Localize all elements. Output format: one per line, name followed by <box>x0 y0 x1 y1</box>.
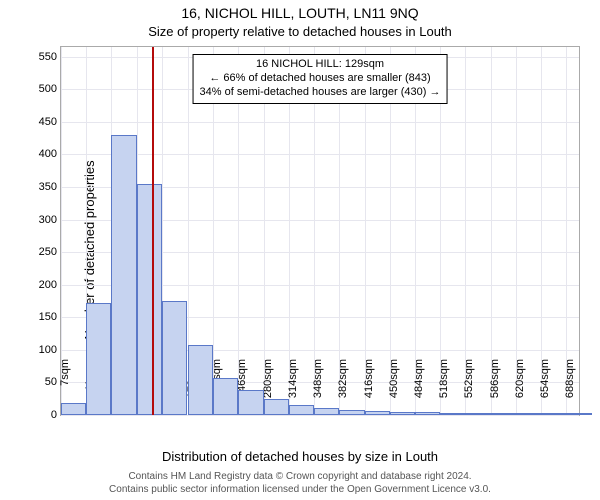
x-axis-label: Distribution of detached houses by size … <box>0 449 600 464</box>
y-tick-label: 500 <box>39 83 61 95</box>
plot-area: 0501001502002503003504004505005507sqm41s… <box>60 46 580 416</box>
histogram-bar <box>61 403 86 415</box>
chart-root: 16, NICHOL HILL, LOUTH, LN11 9NQ Size of… <box>0 0 600 500</box>
histogram-bar <box>289 405 314 415</box>
histogram-bar <box>465 413 490 415</box>
y-tick-label: 100 <box>39 344 61 356</box>
y-tick-label: 400 <box>39 148 61 160</box>
y-tick-label: 550 <box>39 51 61 63</box>
y-tick-label: 250 <box>39 246 61 258</box>
y-tick-label: 150 <box>39 311 61 323</box>
marker-line <box>152 47 154 415</box>
histogram-bar <box>238 390 263 415</box>
histogram-bar <box>188 345 213 415</box>
gridline-horizontal <box>61 122 579 123</box>
chart-subtitle: Size of property relative to detached ho… <box>0 24 600 39</box>
histogram-bar <box>541 413 566 415</box>
histogram-bar <box>111 135 136 415</box>
x-tick-label: 586sqm <box>489 359 501 419</box>
y-tick-label: 200 <box>39 279 61 291</box>
histogram-bar <box>314 408 339 415</box>
histogram-bar <box>415 412 440 415</box>
histogram-bar <box>137 184 162 415</box>
histogram-bar <box>491 413 516 415</box>
x-tick-label: 620sqm <box>514 359 526 419</box>
y-tick-label: 450 <box>39 116 61 128</box>
histogram-bar <box>213 378 238 415</box>
histogram-bar <box>162 301 187 415</box>
histogram-bar <box>264 399 289 415</box>
annotation-line: ← 66% of detached houses are smaller (84… <box>200 72 441 86</box>
annotation-box: 16 NICHOL HILL: 129sqm← 66% of detached … <box>193 54 448 103</box>
histogram-bar <box>390 412 415 415</box>
y-tick-label: 350 <box>39 181 61 193</box>
chart-title: 16, NICHOL HILL, LOUTH, LN11 9NQ <box>0 5 600 21</box>
x-tick-label: 688sqm <box>564 359 576 419</box>
footer-line-1: Contains HM Land Registry data © Crown c… <box>0 471 600 484</box>
x-tick-label: 450sqm <box>388 359 400 419</box>
histogram-bar <box>516 413 541 415</box>
x-tick-label: 484sqm <box>413 359 425 419</box>
histogram-bar <box>566 413 591 415</box>
annotation-line: 16 NICHOL HILL: 129sqm <box>200 58 441 72</box>
histogram-bar <box>365 411 390 415</box>
y-tick-label: 300 <box>39 214 61 226</box>
x-tick-label: 518sqm <box>438 359 450 419</box>
chart-footer: Contains HM Land Registry data © Crown c… <box>0 471 600 496</box>
histogram-bar <box>86 303 111 415</box>
x-tick-label: 552sqm <box>463 359 475 419</box>
histogram-bar <box>440 413 465 415</box>
x-tick-label: 654sqm <box>539 359 551 419</box>
histogram-bar <box>339 410 364 415</box>
gridline-horizontal <box>61 154 579 155</box>
footer-line-2: Contains public sector information licen… <box>0 484 600 497</box>
annotation-line: 34% of semi-detached houses are larger (… <box>200 86 441 100</box>
